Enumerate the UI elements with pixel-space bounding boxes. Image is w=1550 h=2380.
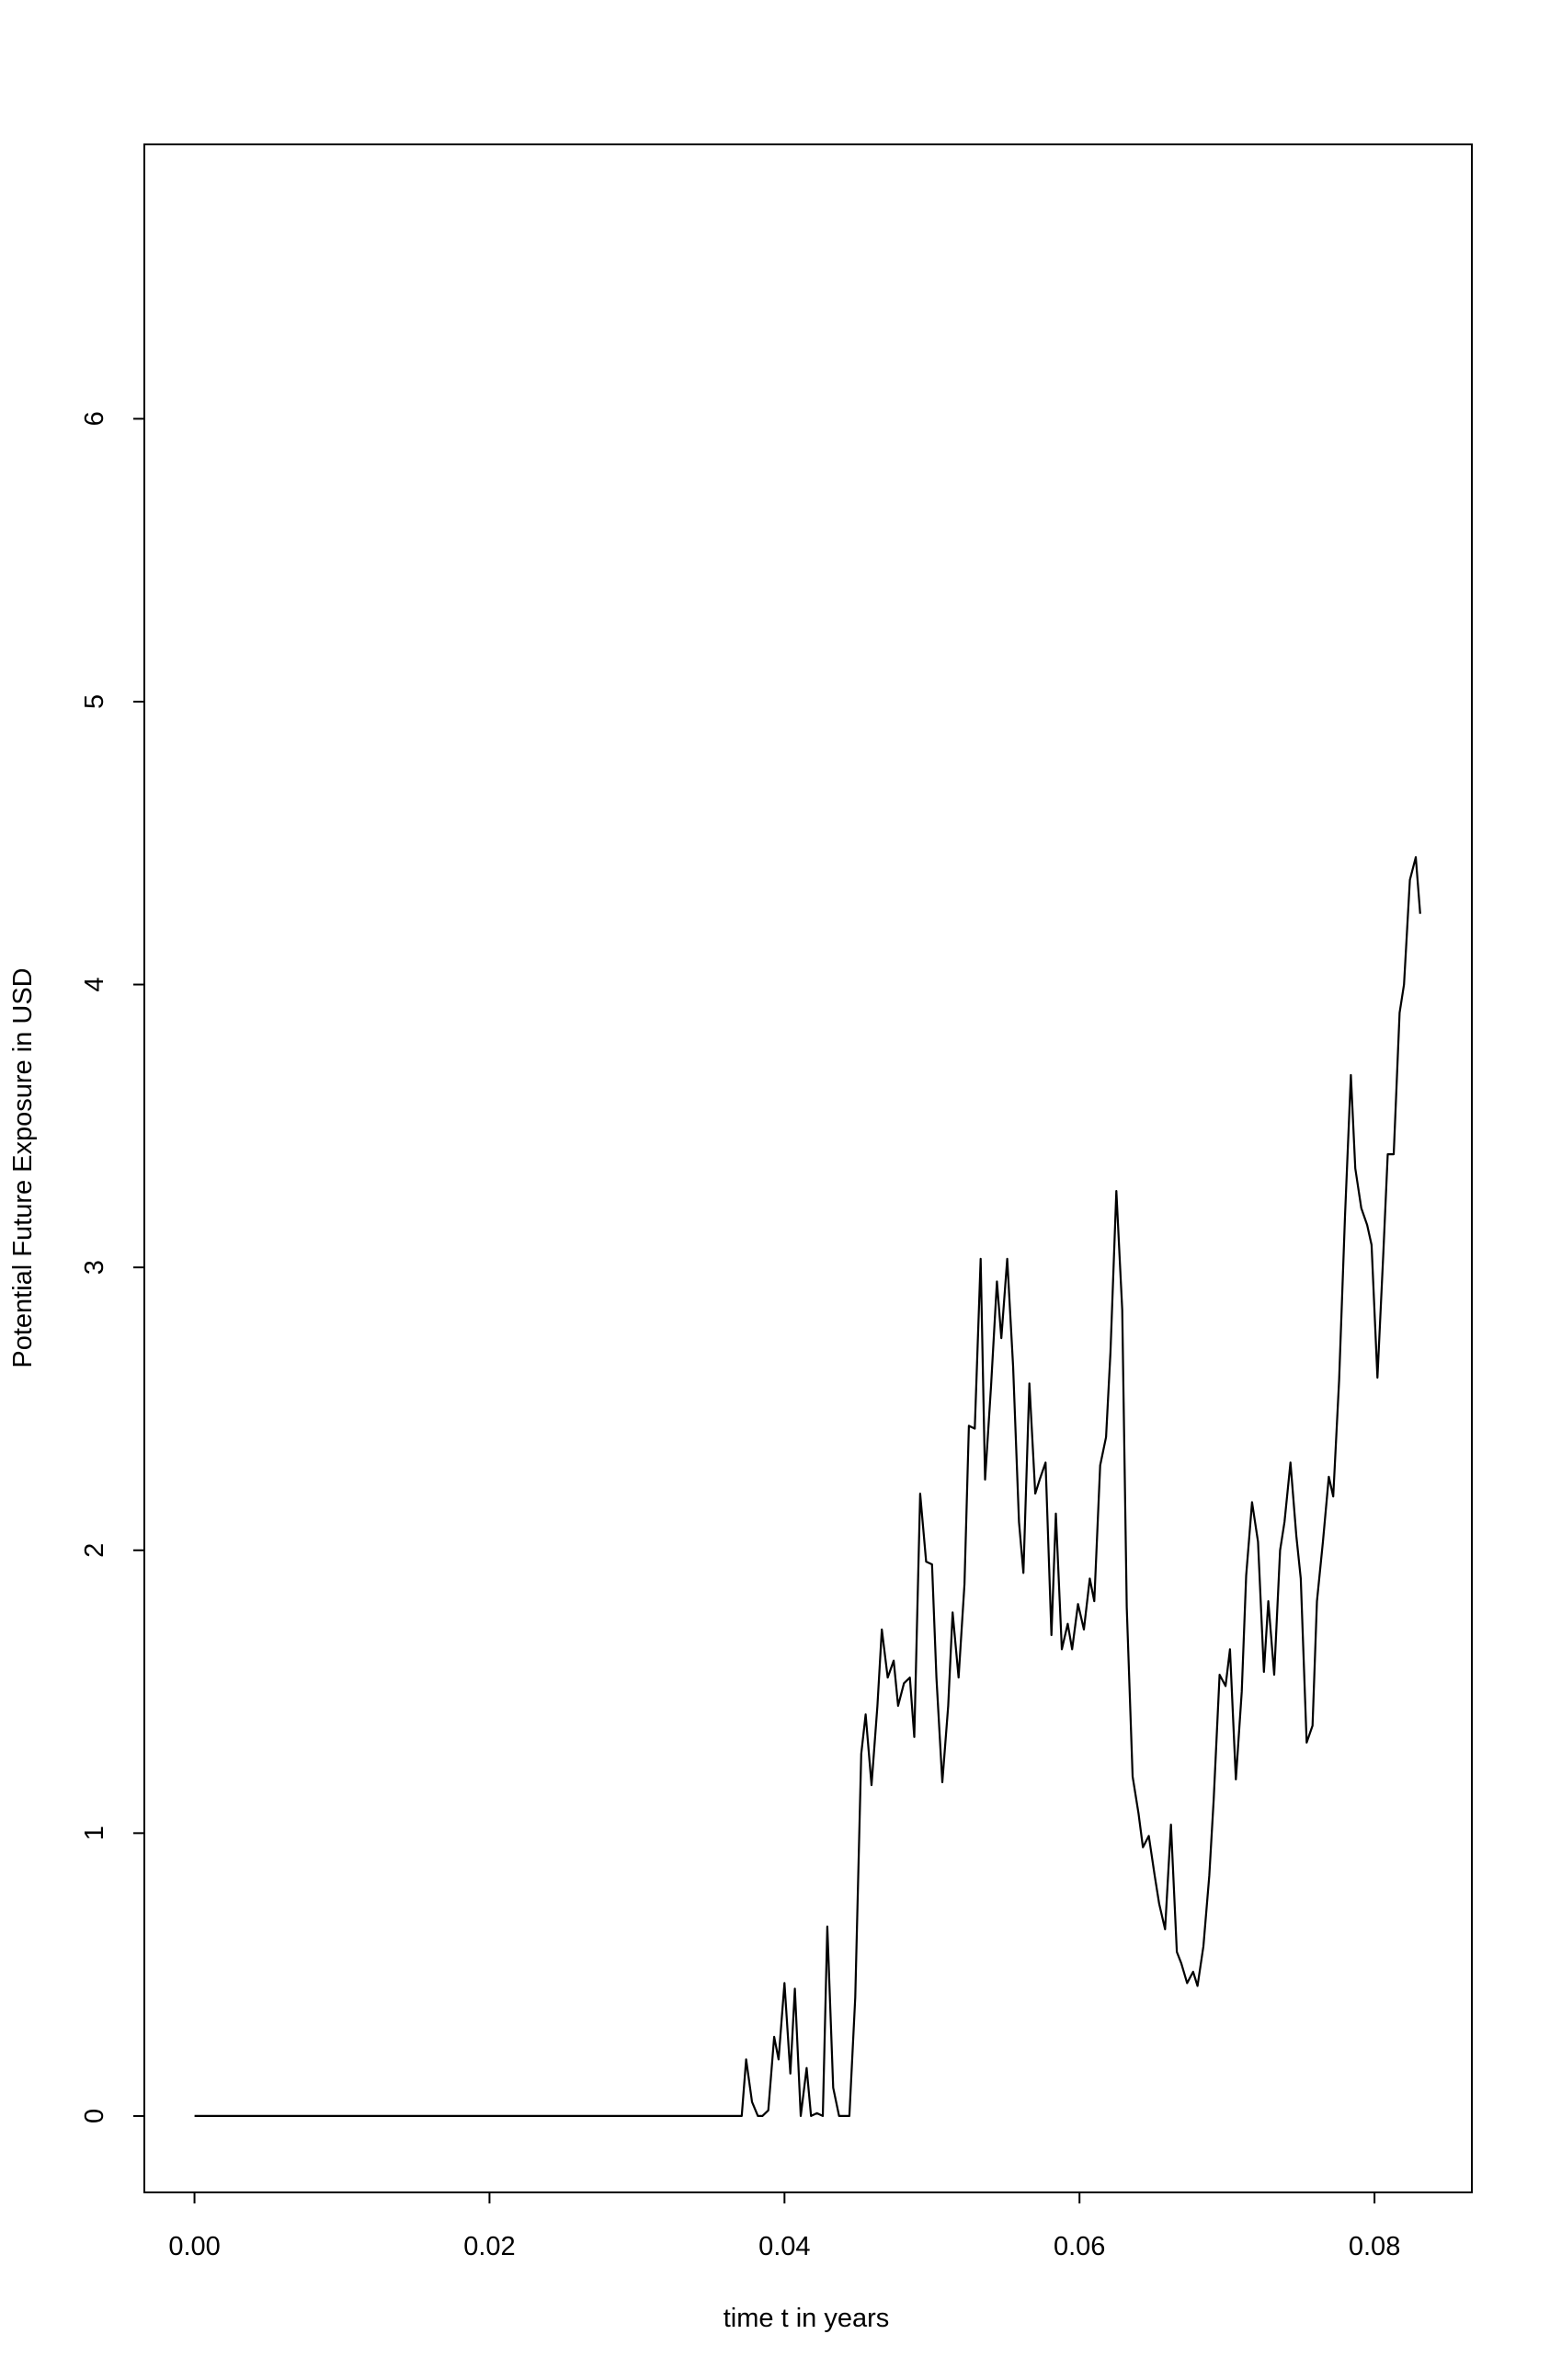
x-axis-label: time t in years [724, 2304, 890, 2333]
series-layer [194, 855, 1421, 2117]
x-tick-label: 0.08 [1349, 2232, 1400, 2261]
x-tick-label: 0.04 [758, 2232, 810, 2261]
y-tick-label: 3 [80, 1260, 109, 1275]
plot-box [143, 143, 1473, 2193]
x-tick-label: 0.00 [168, 2232, 220, 2261]
x-axis: 0.00 0.02 0.04 0.06 0.08 [168, 2191, 1400, 2261]
x-tick-label: 0.02 [463, 2232, 515, 2261]
y-axis-label: Potential Future Exposure in USD [8, 967, 38, 1367]
series-line [194, 855, 1421, 2117]
x-tick-label: 0.06 [1054, 2232, 1105, 2261]
y-tick-label: 0 [80, 2109, 109, 2123]
y-axis: 0 1 2 3 4 5 6 [80, 411, 145, 2123]
y-tick-label: 2 [80, 1543, 109, 1558]
y-tick-label: 1 [80, 1825, 109, 1840]
y-tick-label: 6 [80, 411, 109, 426]
y-tick-label: 5 [80, 694, 109, 709]
y-tick-label: 4 [80, 977, 109, 991]
